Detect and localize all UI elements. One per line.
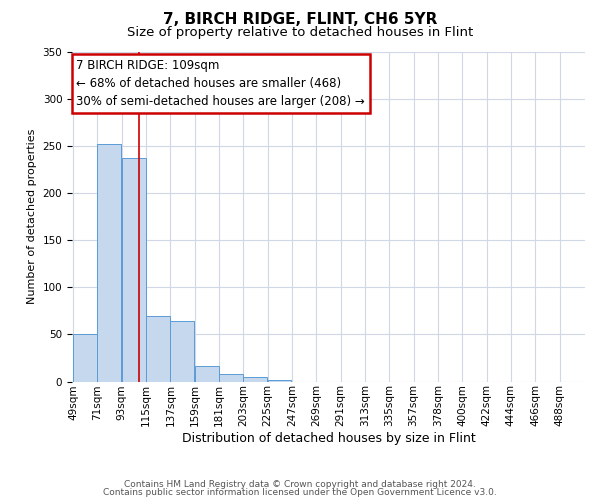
Text: 7, BIRCH RIDGE, FLINT, CH6 5YR: 7, BIRCH RIDGE, FLINT, CH6 5YR — [163, 12, 437, 28]
Text: Contains HM Land Registry data © Crown copyright and database right 2024.: Contains HM Land Registry data © Crown c… — [124, 480, 476, 489]
Bar — [219, 374, 243, 382]
Bar — [268, 380, 292, 382]
Y-axis label: Number of detached properties: Number of detached properties — [27, 129, 37, 304]
Bar — [170, 321, 194, 382]
Bar — [195, 366, 218, 382]
Bar — [146, 316, 170, 382]
Text: Size of property relative to detached houses in Flint: Size of property relative to detached ho… — [127, 26, 473, 39]
X-axis label: Distribution of detached houses by size in Flint: Distribution of detached houses by size … — [182, 432, 475, 445]
Text: 7 BIRCH RIDGE: 109sqm
← 68% of detached houses are smaller (468)
30% of semi-det: 7 BIRCH RIDGE: 109sqm ← 68% of detached … — [76, 59, 365, 108]
Bar — [244, 377, 267, 382]
Bar — [122, 158, 146, 382]
Bar — [97, 144, 121, 382]
Bar — [73, 334, 97, 382]
Text: Contains public sector information licensed under the Open Government Licence v3: Contains public sector information licen… — [103, 488, 497, 497]
